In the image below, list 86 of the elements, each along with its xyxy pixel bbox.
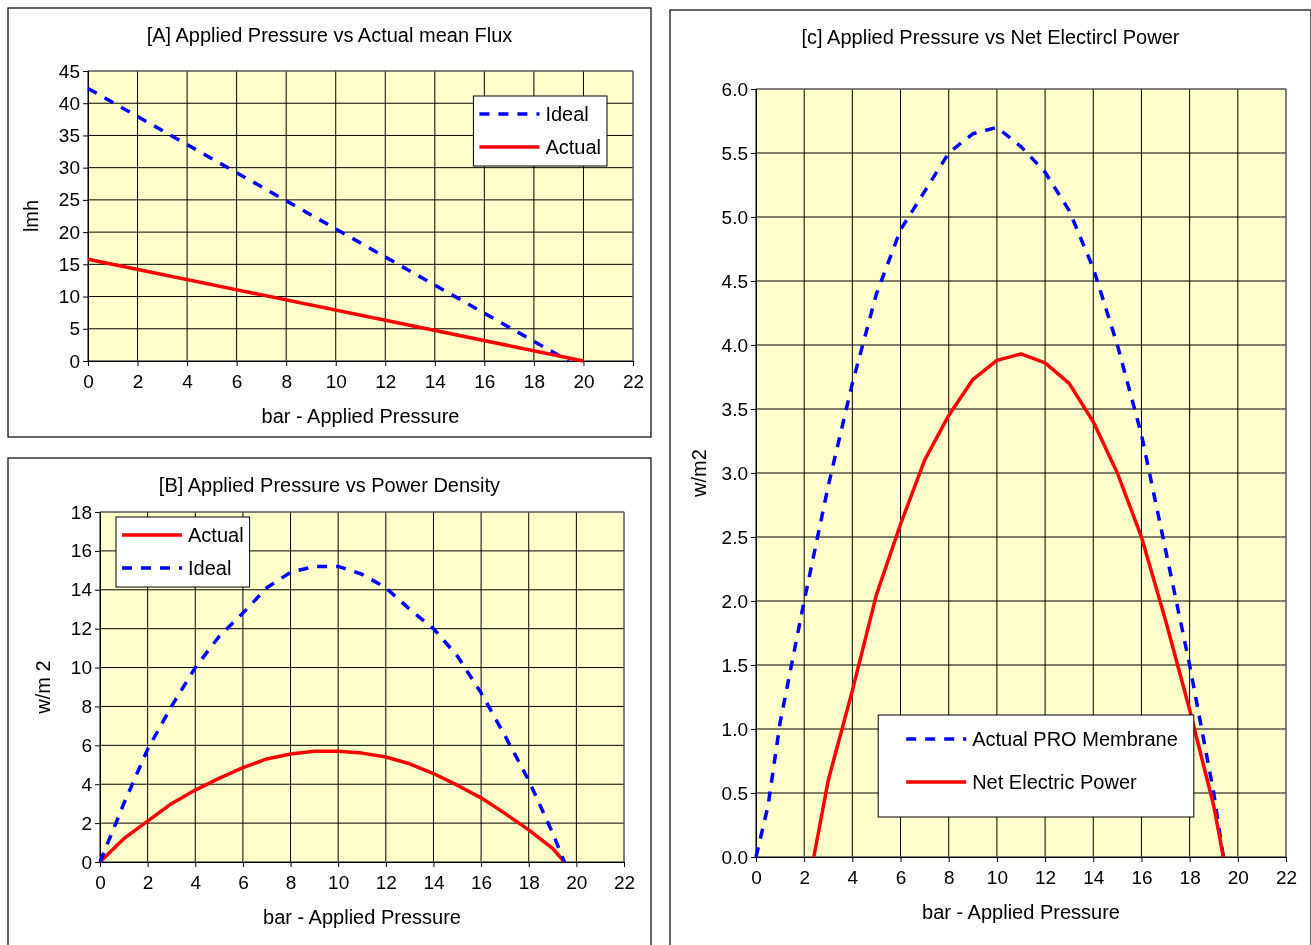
x-tick-label: 16 <box>471 872 493 893</box>
legend-label: Ideal <box>188 557 232 579</box>
x-tick-label: 8 <box>281 371 292 392</box>
x-tick-label: 8 <box>943 867 955 888</box>
x-tick-label: 20 <box>566 872 588 893</box>
y-tick-label: 1.5 <box>721 654 748 676</box>
y-axis-title: w/m 2 <box>32 660 54 715</box>
y-tick-label: 10 <box>58 286 80 308</box>
y-tick-label: 3.5 <box>721 398 748 420</box>
legend-label: Net Electric Power <box>972 771 1138 793</box>
y-tick-label: 20 <box>58 221 80 243</box>
x-tick-label: 16 <box>1131 867 1153 888</box>
legend-label: Actual PRO Membrane <box>972 728 1178 750</box>
y-axis-title: w/m2 <box>688 449 710 498</box>
y-tick-label: 2 <box>81 812 92 834</box>
x-tick-label: 10 <box>325 371 347 392</box>
x-tick-label: 0 <box>95 872 106 893</box>
y-tick-label: 4 <box>81 773 93 795</box>
x-tick-label: 4 <box>190 872 202 893</box>
x-tick-label: 0 <box>751 867 762 888</box>
line-series <box>754 125 1226 859</box>
y-tick-label: 25 <box>58 189 80 211</box>
x-tick-label: 22 <box>622 371 645 392</box>
x-tick-label: 16 <box>474 371 496 392</box>
x-tick-label: 18 <box>523 371 545 392</box>
y-tick-label: 14 <box>70 579 93 601</box>
x-tick-label: 12 <box>375 371 397 392</box>
y-tick-label: 3.0 <box>721 462 748 484</box>
x-tick-label: 18 <box>518 872 540 893</box>
y-tick-label: 8 <box>81 696 92 718</box>
y-tick-label: 12 <box>70 618 92 640</box>
x-axis-title: bar - Applied Pressure <box>263 906 461 928</box>
x-axis-title: bar - Applied Pressure <box>922 901 1120 923</box>
y-tick-label: 40 <box>58 92 80 114</box>
y-tick-label: 45 <box>58 60 80 82</box>
x-tick-label: 2 <box>799 867 810 888</box>
y-tick-label: 15 <box>58 253 80 275</box>
y-tick-label: 18 <box>70 501 92 523</box>
x-tick-label: 14 <box>423 872 445 893</box>
legend-label: Actual <box>188 524 244 546</box>
y-tick-label: 16 <box>70 540 92 562</box>
x-tick-label: 10 <box>328 872 350 893</box>
y-tick-label: 35 <box>58 125 80 147</box>
x-tick-label: 20 <box>1227 867 1249 888</box>
legend-label: Ideal <box>545 103 589 125</box>
y-tick-label: 6.0 <box>721 78 748 100</box>
y-tick-label: 30 <box>58 157 80 179</box>
chart-title: [A] Applied Pressure vs Actual mean Flux <box>146 24 513 46</box>
y-tick-label: 4.5 <box>721 270 748 292</box>
y-tick-label: 10 <box>70 657 92 679</box>
y-tick-label: 0.0 <box>721 846 748 868</box>
x-tick-label: 20 <box>573 371 595 392</box>
x-tick-label: 22 <box>1275 867 1298 888</box>
y-tick-label: 1.0 <box>721 718 748 740</box>
y-tick-label: 4.0 <box>721 334 748 356</box>
x-tick-label: 12 <box>375 872 397 893</box>
x-tick-label: 6 <box>895 867 907 888</box>
chart-title: [c] Applied Pressure vs Net Electircl Power <box>801 26 1180 48</box>
y-tick-label: 0.5 <box>721 782 748 804</box>
y-tick-label: 2.5 <box>721 526 748 548</box>
x-tick-label: 12 <box>1035 867 1057 888</box>
y-tick-label: 6 <box>81 734 92 756</box>
line-series <box>98 749 567 864</box>
y-tick-label: 0 <box>81 851 92 873</box>
x-tick-label: 14 <box>424 371 447 392</box>
x-tick-label: 4 <box>182 371 194 392</box>
y-tick-label: 5 <box>69 318 80 340</box>
legend-label: Actual <box>545 136 601 158</box>
x-tick-label: 2 <box>142 872 154 893</box>
x-tick-label: 4 <box>847 867 859 888</box>
line-series <box>812 352 1226 859</box>
y-tick-label: 5.5 <box>721 142 748 164</box>
x-axis-title: bar - Applied Pressure <box>261 405 460 427</box>
y-axis-title: lmh <box>20 199 42 233</box>
chart-title: [B] Applied Pressure vs Power Density <box>158 474 501 496</box>
x-tick-label: 10 <box>986 867 1008 888</box>
x-tick-label: 18 <box>1179 867 1201 888</box>
x-tick-label: 14 <box>1083 867 1105 888</box>
y-tick-label: 5.0 <box>721 206 748 228</box>
x-tick-label: 6 <box>231 371 243 392</box>
x-tick-label: 8 <box>285 872 297 893</box>
x-tick-label: 6 <box>238 872 249 893</box>
y-tick-label: 0 <box>69 350 80 372</box>
x-tick-label: 2 <box>132 371 144 392</box>
y-tick-label: 2.0 <box>721 590 748 612</box>
x-tick-label: 22 <box>613 872 636 893</box>
